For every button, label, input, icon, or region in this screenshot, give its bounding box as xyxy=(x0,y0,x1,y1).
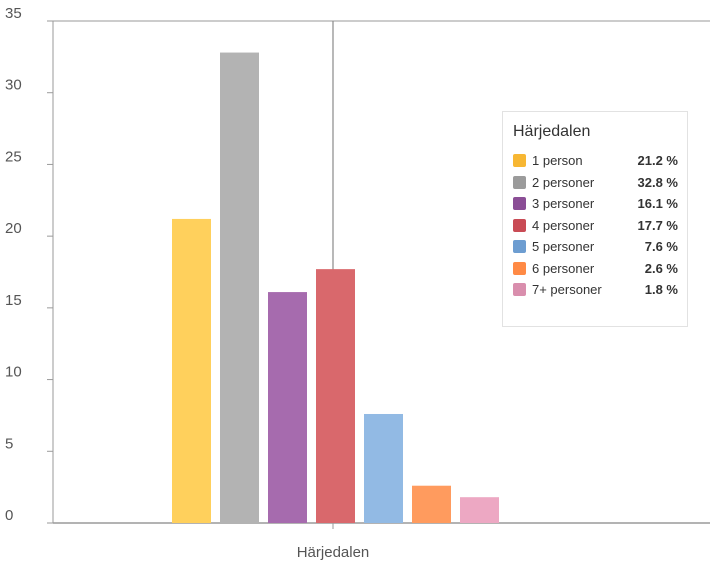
bar-3-personer[interactable] xyxy=(268,292,307,523)
y-tick-label: 5 xyxy=(5,435,13,452)
legend-swatch xyxy=(513,197,526,211)
legend-series-name: 4 personer xyxy=(532,217,595,233)
legend-series-value: 2.6 % xyxy=(644,260,678,276)
y-axis: 0 5 10 15 20 25 30 35 xyxy=(5,5,53,524)
legend-title: Härjedalen xyxy=(513,123,591,140)
legend-series-name: 7+ personer xyxy=(532,282,602,298)
legend-series-name: 2 personer xyxy=(532,174,595,190)
legend-series-value: 17.7 % xyxy=(637,217,678,233)
legend-item[interactable]: 3 personer 16.1 % xyxy=(513,193,678,215)
y-tick-label: 15 xyxy=(5,292,22,309)
legend-swatch xyxy=(513,240,526,254)
legend-swatch xyxy=(513,175,526,189)
legend-item[interactable]: 2 personer 32.8 % xyxy=(513,172,678,194)
x-axis: Härjedalen xyxy=(297,523,370,561)
legend-item[interactable]: 5 personer 7.6 % xyxy=(513,236,678,258)
legend-item[interactable]: 1 person 21.2 % xyxy=(513,150,678,172)
y-tick-label: 25 xyxy=(5,148,22,165)
legend-series-value: 1.8 % xyxy=(644,282,678,298)
legend-item[interactable]: 4 personer 17.7 % xyxy=(513,215,678,237)
bar-5-personer[interactable] xyxy=(364,413,403,523)
legend-swatch xyxy=(513,218,526,232)
y-tick-label: 30 xyxy=(5,77,22,94)
legend-series-name: 5 personer xyxy=(532,239,595,255)
legend-swatch xyxy=(513,154,526,168)
y-tick-label: 20 xyxy=(5,220,22,237)
y-tick-label: 35 xyxy=(5,5,22,22)
bar-1-person[interactable] xyxy=(172,218,211,523)
legend: Härjedalen 1 person 21.2 % 2 personer 32.8 … xyxy=(502,111,688,327)
legend-series-value: 21.2 % xyxy=(637,153,678,169)
y-tick-label: 10 xyxy=(5,364,22,381)
legend-series-value: 16.1 % xyxy=(637,196,678,212)
legend-swatch xyxy=(513,261,526,275)
bar-2-personer[interactable] xyxy=(220,52,259,523)
bar-7-personer[interactable] xyxy=(460,497,499,523)
legend-series-value: 7.6 % xyxy=(644,239,678,255)
bar-6-personer[interactable] xyxy=(412,485,451,523)
x-category-label: Härjedalen xyxy=(297,544,370,561)
y-tick-label: 0 xyxy=(5,507,13,524)
legend-series-name: 6 personer xyxy=(532,260,595,276)
bar-4-personer[interactable] xyxy=(316,269,355,523)
legend-item[interactable]: 6 personer 2.6 % xyxy=(513,258,678,280)
legend-swatch xyxy=(513,283,526,297)
legend-item[interactable]: 7+ personer 1.8 % xyxy=(513,279,678,301)
legend-series-value: 32.8 % xyxy=(637,174,678,190)
bar-group xyxy=(172,52,499,523)
legend-series-name: 3 personer xyxy=(532,196,595,212)
legend-items: 1 person 21.2 % 2 personer 32.8 % 3 personer… xyxy=(513,150,678,301)
legend-series-name: 1 person xyxy=(532,153,583,169)
